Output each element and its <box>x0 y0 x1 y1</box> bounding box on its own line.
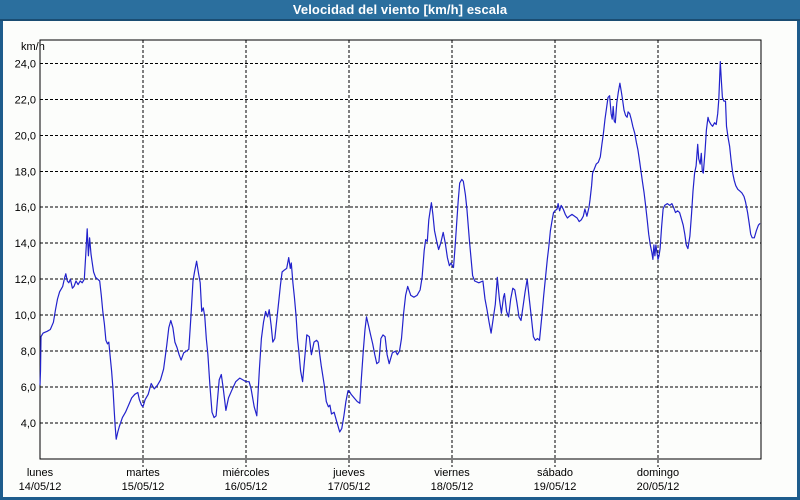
y-tick-label: 24,0 <box>15 58 36 70</box>
y-tick-label: 22,0 <box>15 94 36 106</box>
y-tick-label: 8,0 <box>21 346 36 358</box>
title-bar: Velocidad del viento [km/h] escala <box>0 0 800 21</box>
y-tick-label: 20,0 <box>15 130 36 142</box>
x-date-label: 20/05/12 <box>637 481 680 493</box>
wind-speed-line <box>39 60 761 440</box>
x-day-label: jueves <box>332 467 365 479</box>
x-day-label: miércoles <box>222 467 270 479</box>
x-date-label: 19/05/12 <box>534 481 577 493</box>
plot-border <box>39 39 762 460</box>
x-date-label: 15/05/12 <box>122 481 165 493</box>
y-tick-label: 12,0 <box>15 274 36 286</box>
x-date-label: 14/05/12 <box>19 481 62 493</box>
x-date-label: 17/05/12 <box>328 481 371 493</box>
x-day-label: domingo <box>637 467 679 479</box>
x-date-label: 16/05/12 <box>225 481 268 493</box>
x-day-label: sábado <box>537 467 573 479</box>
x-day-label: lunes <box>27 467 54 479</box>
y-axis-unit-label: km/h <box>21 41 45 53</box>
x-day-label: viernes <box>434 467 470 479</box>
y-tick-label: 6,0 <box>21 382 36 394</box>
y-tick-label: 16,0 <box>15 202 36 214</box>
y-tick-label: 10,0 <box>15 310 36 322</box>
y-tick-label: 18,0 <box>15 166 36 178</box>
y-tick-label: 4,0 <box>21 418 36 430</box>
x-day-label: martes <box>126 467 160 479</box>
x-date-label: 18/05/12 <box>431 481 474 493</box>
y-tick-label: 14,0 <box>15 238 36 250</box>
chart-title: Velocidad del viento [km/h] escala <box>292 2 508 17</box>
